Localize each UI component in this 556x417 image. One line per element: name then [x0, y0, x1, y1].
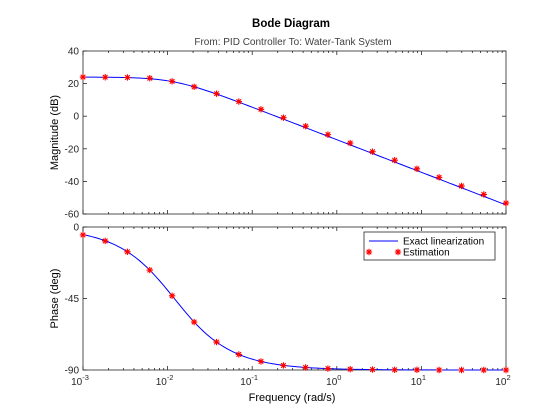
x-axis-label: Frequency (rad/s) [249, 392, 336, 404]
y-tick-label: 0 [73, 223, 79, 234]
phase-estimation-point [458, 366, 465, 374]
magnitude-estimation-point [190, 83, 198, 91]
legend-star-left [365, 248, 373, 256]
phase-estimation-point [391, 366, 398, 374]
x-tick-label: 10-2 [156, 373, 174, 388]
phase-estimation-point [369, 366, 376, 373]
legend-box [363, 231, 496, 261]
phase-estimation-point [146, 266, 153, 274]
magnitude-panel: 40 20 0 -20 -40 -60 Magnitude (dB) [49, 47, 510, 221]
y-tick-label: -45 [65, 294, 80, 305]
magnitude-estimation-point [324, 131, 332, 138]
phase-estimation-point [480, 366, 487, 374]
magnitude-estimation-point [480, 191, 487, 198]
magnitude-estimation-point [124, 74, 131, 81]
phase-estimation-point [413, 366, 421, 374]
magnitude-estimation-point [79, 73, 87, 81]
magnitude-estimation-point [168, 78, 176, 85]
y-tick-label: -20 [65, 144, 80, 155]
x-tick-label: 10-3 [71, 373, 89, 388]
legend-entry-estimation: Estimation [403, 248, 450, 259]
y-tick-label: -60 [65, 210, 80, 221]
magnitude-estimation-point [435, 174, 443, 181]
x-tick-label: 102 [495, 373, 510, 388]
magnitude-estimation-point [391, 157, 398, 164]
phase-estimation-point [235, 351, 243, 358]
phase-estimation-point [168, 292, 176, 299]
magnitude-exact-line [83, 76, 507, 206]
phase-exact-line [82, 234, 506, 371]
phase-estimation-point [102, 237, 109, 245]
y-tick-label: 0 [73, 112, 79, 123]
y-tick-label: -90 [65, 366, 80, 377]
legend-star-right [394, 248, 402, 256]
phase-estimation-point [502, 366, 510, 374]
magnitude-x-ticks [82, 51, 507, 214]
magnitude-estimation-point [502, 199, 510, 207]
magnitude-estimation-point [102, 74, 109, 81]
magnitude-estimation-point [235, 98, 243, 105]
magnitude-estimation-point [458, 182, 465, 190]
x-tick-label: 10-1 [240, 373, 258, 388]
legend-marker-swatch [365, 248, 402, 256]
magnitude-estimation-point [146, 75, 153, 82]
y-tick-label: -40 [65, 177, 80, 188]
phase-estimation-point [324, 365, 332, 372]
magnitude-estimation-point [369, 148, 376, 155]
phase-estimation-point [346, 366, 354, 373]
phase-estimation-point [79, 231, 87, 239]
phase-estimation-point [280, 362, 287, 369]
legend: Exact linearization Estimation [363, 231, 496, 261]
magnitude-estimation-point [413, 165, 421, 173]
chart-title: Bode Diagram [252, 18, 330, 30]
magnitude-estimation-point [257, 106, 265, 113]
y-tick-label: 20 [68, 79, 80, 90]
magnitude-y-label: Magnitude (dB) [49, 95, 61, 170]
chart-subtitle: From: PID Controller To: Water-Tank Syst… [194, 37, 391, 48]
phase-panel: 0 -45 -90 Phase (deg) Exact linearization … [49, 223, 510, 377]
phase-estimation-point [213, 338, 220, 346]
x-tick-labels: 10-3 10-2 10-1 100 101 102 [71, 373, 511, 388]
phase-y-label: Phase (deg) [49, 269, 61, 329]
magnitude-estimation-point [213, 90, 220, 97]
phase-estimation-markers [79, 231, 510, 374]
magnitude-estimation-point [346, 139, 354, 147]
phase-estimation-point [190, 318, 198, 326]
y-tick-label: 40 [68, 47, 80, 58]
legend-entry-exact: Exact linearization [403, 237, 484, 248]
phase-estimation-point [257, 358, 265, 365]
x-tick-label: 100 [326, 373, 341, 388]
phase-estimation-point [302, 364, 309, 371]
phase-estimation-point [435, 366, 443, 374]
magnitude-estimation-markers [79, 73, 510, 207]
magnitude-y-ticks: 40 20 0 -20 -40 -60 [65, 47, 506, 221]
phase-estimation-point [124, 248, 131, 255]
magnitude-axes-box [82, 50, 507, 215]
magnitude-estimation-point [280, 114, 287, 121]
x-tick-label: 101 [411, 373, 426, 388]
magnitude-estimation-point [302, 122, 309, 130]
